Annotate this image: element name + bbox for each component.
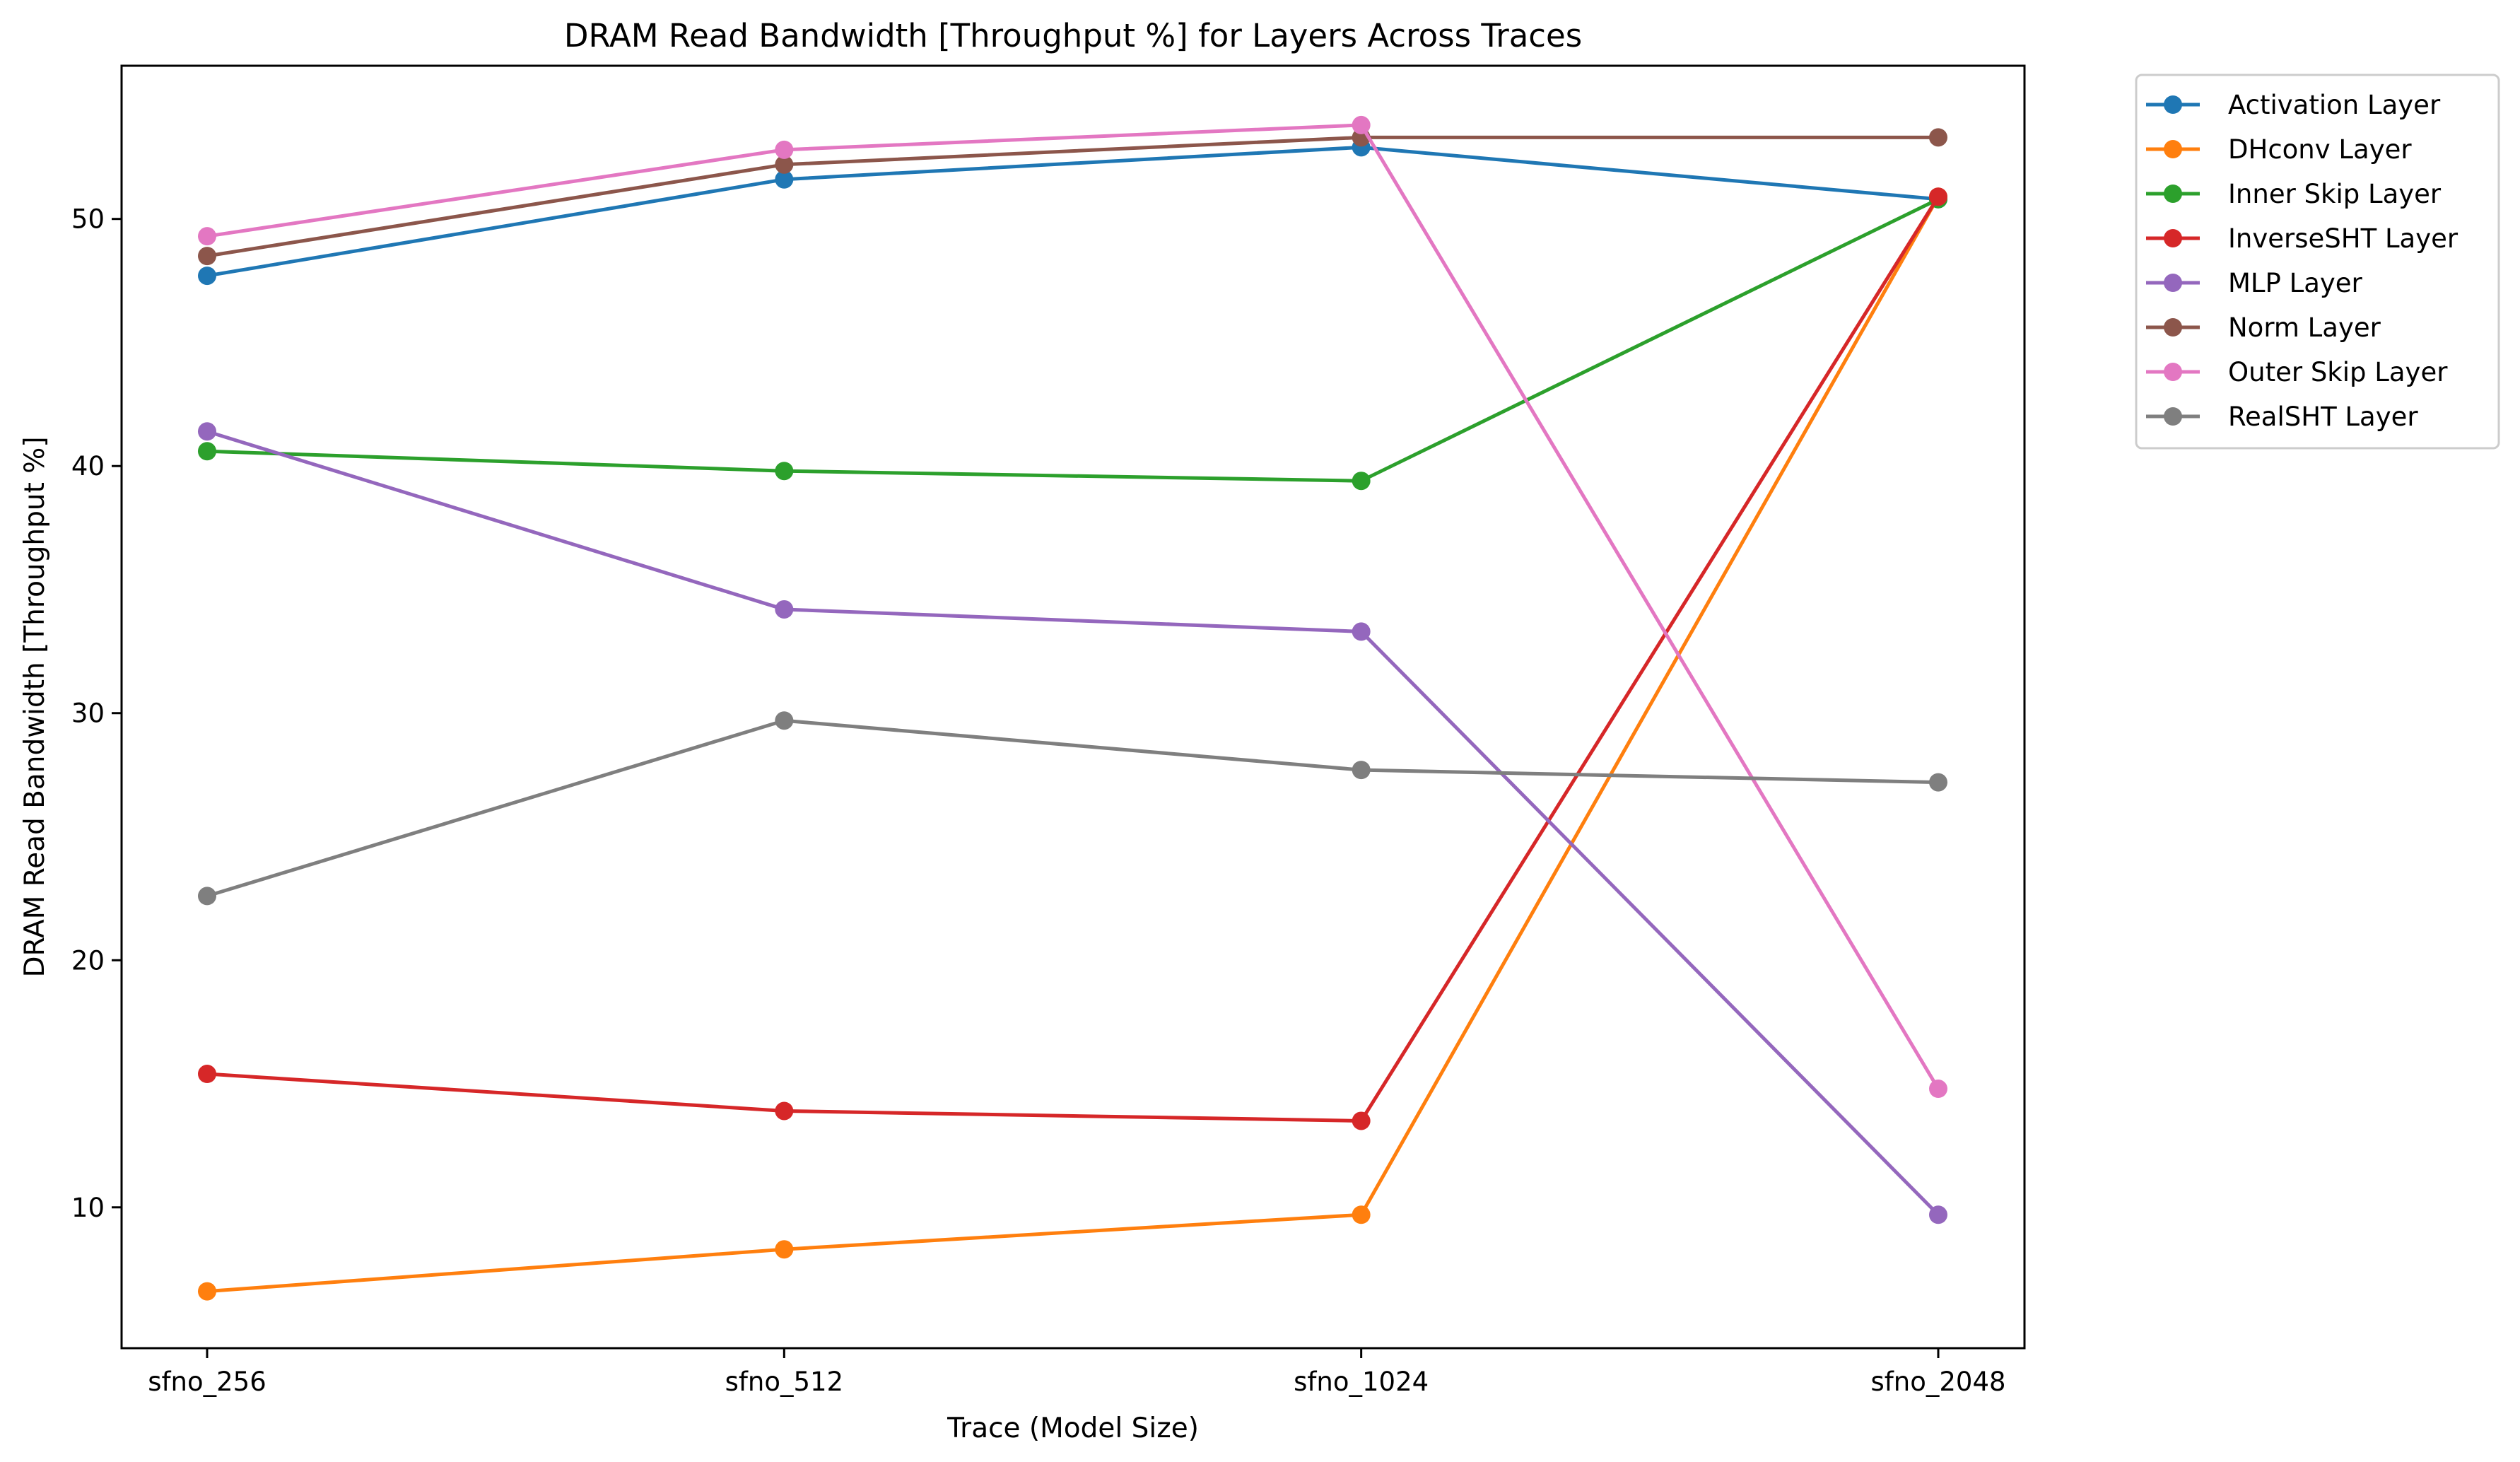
series-line-activation-layer	[206, 145, 1939, 278]
data-point-realsht-layer-sfno_256	[198, 887, 216, 906]
axes-frame	[120, 64, 2026, 1350]
series-inversesht-layer	[198, 187, 1947, 1130]
y-tick-label-30: 30	[71, 698, 105, 729]
series-line-dhconv-layer	[206, 196, 1940, 1294]
legend-label-inversesht-layer: InverseSHT Layer	[2228, 223, 2459, 254]
data-point-outer-skip-layer-sfno_256	[198, 227, 216, 246]
data-point-dhconv-layer-sfno_1024	[1352, 1205, 1371, 1224]
series-line-outer-skip-layer	[206, 123, 1940, 1090]
legend-box	[2135, 74, 2500, 450]
data-point-norm-layer-sfno_256	[198, 247, 216, 266]
data-point-realsht-layer-sfno_1024	[1352, 761, 1371, 780]
data-point-activation-layer-sfno_512	[775, 170, 794, 189]
legend-label-mlp-layer: MLP Layer	[2228, 268, 2363, 298]
legend-label-inner-skip-layer: Inner Skip Layer	[2228, 179, 2442, 209]
x-axis-label: Trace (Model Size)	[947, 1413, 1199, 1444]
y-tick-label-10: 10	[71, 1193, 105, 1223]
legend-label-outer-skip-layer: Outer Skip Layer	[2228, 357, 2448, 387]
chart-title: DRAM Read Bandwidth [Throughput %] for L…	[564, 17, 1582, 54]
series-outer-skip-layer	[198, 115, 1947, 1099]
legend-marker-realsht-layer	[2164, 407, 2182, 426]
y-tick-label-50: 50	[71, 204, 105, 235]
data-point-realsht-layer-sfno_512	[775, 711, 794, 730]
data-point-outer-skip-layer-sfno_512	[775, 140, 794, 159]
series-line-norm-layer	[206, 135, 1938, 258]
legend-marker-mlp-layer	[2164, 274, 2182, 292]
data-point-dhconv-layer-sfno_256	[198, 1282, 216, 1301]
data-point-realsht-layer-sfno_2048	[1929, 773, 1947, 792]
y-axis-label: DRAM Read Bandwidth [Throughput %]	[19, 436, 51, 977]
legend-marker-inversesht-layer	[2164, 229, 2182, 247]
x-tick-label-sfno_512: sfno_512	[725, 1367, 844, 1397]
data-point-activation-layer-sfno_256	[198, 267, 216, 286]
data-point-mlp-layer-sfno_2048	[1929, 1205, 1947, 1224]
y-tick-label-20: 20	[71, 945, 105, 976]
y-tick-label-40: 40	[71, 451, 105, 481]
data-point-norm-layer-sfno_512	[775, 155, 794, 174]
data-point-outer-skip-layer-sfno_2048	[1929, 1080, 1947, 1099]
data-point-outer-skip-layer-sfno_1024	[1352, 115, 1371, 134]
series-line-inversesht-layer	[206, 195, 1940, 1123]
data-point-inversesht-layer-sfno_512	[775, 1101, 794, 1121]
legend-marker-dhconv-layer	[2164, 140, 2182, 158]
legend-marker-activation-layer	[2164, 95, 2182, 114]
data-point-mlp-layer-sfno_512	[775, 600, 794, 619]
data-point-inner-skip-layer-sfno_1024	[1352, 472, 1371, 491]
legend-marker-norm-layer	[2164, 318, 2182, 337]
series-realsht-layer	[198, 711, 1947, 906]
data-point-inversesht-layer-sfno_256	[198, 1065, 216, 1084]
data-point-mlp-layer-sfno_1024	[1352, 622, 1371, 641]
legend-label-dhconv-layer: DHconv Layer	[2228, 134, 2412, 165]
data-point-norm-layer-sfno_2048	[1929, 128, 1947, 147]
legend-label-activation-layer: Activation Layer	[2228, 90, 2441, 120]
legend-label-realsht-layer: RealSHT Layer	[2228, 402, 2418, 432]
legend-marker-inner-skip-layer	[2164, 185, 2182, 203]
x-tick-label-sfno_2048: sfno_2048	[1870, 1367, 2005, 1397]
x-tick-label-sfno_256: sfno_256	[148, 1367, 266, 1397]
plot-area: sfno_256 sfno_512 sfno_1024 sfno_2048 10 20 30…	[71, 115, 2006, 1397]
series-mlp-layer	[198, 422, 1947, 1224]
data-point-inner-skip-layer-sfno_256	[198, 442, 216, 461]
series-line-mlp-layer	[206, 429, 1940, 1217]
series-line-inner-skip-layer	[206, 197, 1940, 483]
data-point-inner-skip-layer-sfno_512	[775, 462, 794, 481]
series-line-realsht-layer	[206, 718, 1939, 898]
data-point-mlp-layer-sfno_256	[198, 422, 216, 441]
legend-label-norm-layer: Norm Layer	[2228, 312, 2381, 343]
legend-marker-outer-skip-layer	[2164, 363, 2182, 381]
series-norm-layer	[198, 128, 1947, 266]
data-point-dhconv-layer-sfno_512	[775, 1240, 794, 1259]
data-point-inversesht-layer-sfno_1024	[1352, 1111, 1371, 1130]
x-tick-label-sfno_1024: sfno_1024	[1294, 1367, 1429, 1397]
data-point-inversesht-layer-sfno_2048	[1929, 187, 1947, 206]
legend: Activation Layer DHconv Layer Inner Skip L…	[2135, 74, 2500, 450]
